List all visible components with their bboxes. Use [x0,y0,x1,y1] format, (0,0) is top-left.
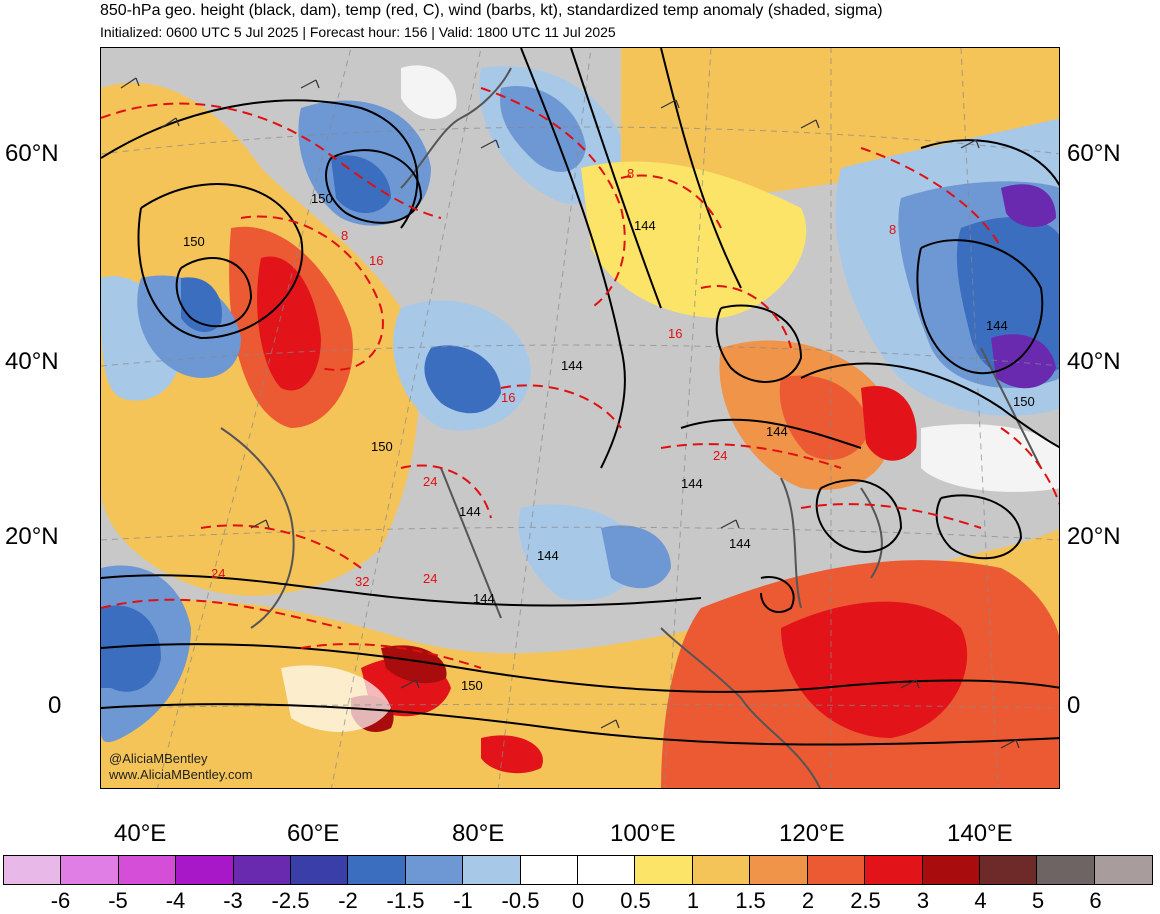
lon-label: 60°E [287,820,340,847]
colorbar-swatch [348,856,406,884]
colorbar-label: -3 [223,888,243,913]
height-labels: 150 150 150 144 144 144 144 144 144 144 … [183,191,1035,693]
map-canvas: 150 150 150 144 144 144 144 144 144 144 … [101,48,1059,788]
colorbar-swatch [4,856,62,884]
colorbar-label: 2.5 [850,888,881,913]
temp-label: 24 [713,448,727,463]
height-label: 144 [537,548,559,563]
height-label: 144 [986,318,1008,333]
height-label: 150 [461,678,483,693]
temp-label: 16 [668,326,682,341]
height-label: 144 [634,218,656,233]
colorbar-label: 4 [974,888,987,913]
temp-contours [101,87,1059,669]
colorbar-swatch [979,856,1038,884]
height-label: 150 [311,191,333,206]
colorbar-label: -4 [165,888,186,913]
temp-labels: 8 8 8 16 16 16 24 24 24 32 32 24 [211,166,896,589]
map-subtitle: Initialized: 0600 UTC 5 Jul 2025 | Forec… [100,24,616,40]
height-label: 144 [561,358,583,373]
height-label: 144 [681,476,703,491]
colorbar-swatch [233,856,292,884]
colorbar-label: -5 [108,888,128,913]
colorbar-label: -2.5 [271,888,310,913]
lon-label: 100°E [610,820,676,847]
watermark-site: www.AliciaMBentley.com [109,767,253,782]
graticule [101,48,1059,788]
colorbar-swatch [865,856,923,884]
lat-label-right: 0 [1067,692,1081,719]
colorbar-swatch [463,856,521,884]
colorbar-swatch [61,856,119,884]
anomaly-colorbar [3,855,1153,885]
colorbar-swatch [1094,856,1153,884]
watermark-handle: @AliciaMBentley [109,751,208,766]
colorbar-label: 0.5 [620,888,651,913]
colorbar-swatch [807,856,866,884]
wind-barbs [120,77,1020,749]
colorbar-swatch [405,856,464,884]
temp-label: 8 [341,228,348,243]
colorbar-label: -6 [50,888,71,913]
lon-label: 80°E [452,820,505,847]
colorbar-swatch [578,856,636,884]
temp-label: 32 [355,574,369,589]
temp-label: 16 [369,253,383,268]
lat-label-right: 60°N [1067,140,1121,167]
colorbar-swatch [692,856,751,884]
lat-label-left: 60°N [5,140,59,167]
coastlines [220,67,1042,788]
temp-label: 8 [627,166,634,181]
height-label: 144 [459,504,481,519]
lat-label-right: 20°N [1067,523,1121,550]
colorbar-label: 6 [1089,888,1102,913]
temp-label: 8 [889,222,896,237]
lat-label-right: 40°N [1067,348,1121,375]
lat-label-left: 0 [48,692,62,719]
height-label: 150 [183,234,205,249]
colorbar-swatch [922,856,980,884]
colorbar-swatch [635,856,693,884]
height-label: 144 [473,591,495,606]
lat-label-left: 40°N [5,348,59,375]
colorbar-label: 3 [916,888,930,913]
temp-label: 24 [423,571,437,586]
anomaly-shading [101,48,1059,788]
colorbar-label: 1.5 [735,888,766,913]
colorbar-label: 2 [801,888,815,913]
height-contours [101,48,1059,746]
lon-label: 40°E [114,820,167,847]
colorbar-swatch [291,856,349,884]
lon-label: 120°E [779,820,845,847]
colorbar-label: 0 [571,888,585,913]
colorbar-swatch [1037,856,1095,884]
height-label: 144 [729,536,751,551]
colorbar-label: 1 [686,888,700,913]
lon-label: 140°E [947,820,1013,847]
colorbar-label: 5 [1031,888,1045,913]
height-label: 144 [766,424,788,439]
colorbar-label: -1 [453,888,473,913]
colorbar-label: -2 [338,888,358,913]
colorbar-swatch [176,856,234,884]
height-label: 150 [1013,394,1035,409]
lat-label-left: 20°N [5,523,59,550]
temp-label: 16 [501,390,515,405]
colorbar-label: -0.5 [501,888,540,913]
temp-label: 24 [211,566,225,581]
weather-map: 150 150 150 144 144 144 144 144 144 144 … [100,47,1060,789]
colorbar-label: -1.5 [386,888,425,913]
temp-label: 24 [423,474,437,489]
map-title: 850-hPa geo. height (black, dam), temp (… [100,2,883,19]
height-label: 150 [371,439,393,454]
colorbar-swatch [118,856,177,884]
colorbar-swatch [750,856,808,884]
colorbar-swatch [520,856,579,884]
